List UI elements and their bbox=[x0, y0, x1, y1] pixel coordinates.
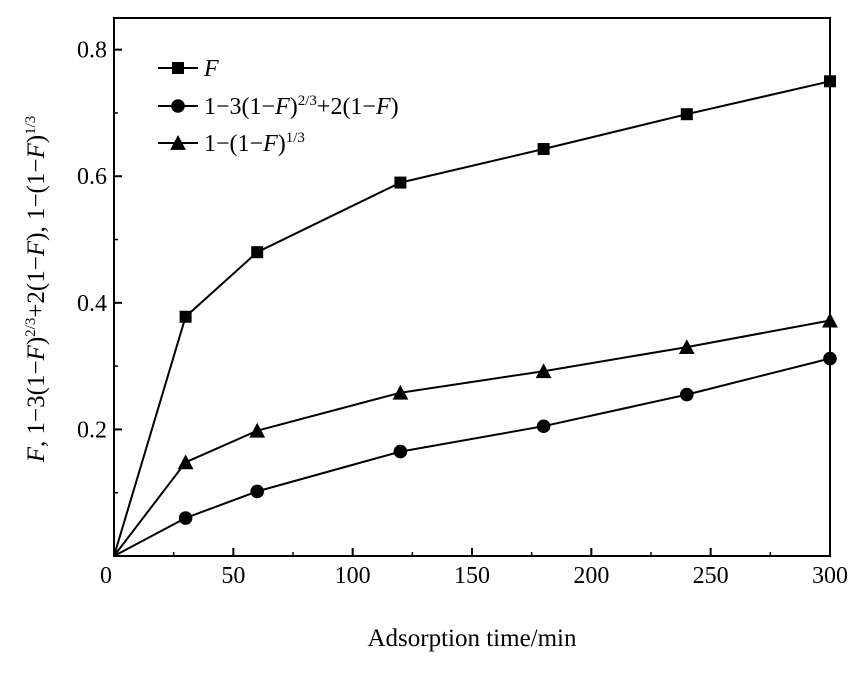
data-point-circle bbox=[680, 387, 694, 402]
legend-label-part: +2(1− bbox=[317, 94, 376, 120]
data-point-triangle bbox=[535, 363, 552, 379]
legend-label-part: ) bbox=[290, 94, 298, 120]
series-layer bbox=[113, 75, 838, 557]
legend-label-part: F bbox=[203, 56, 219, 82]
y-tick-label: 0.6 bbox=[77, 164, 107, 190]
data-point-triangle bbox=[249, 422, 266, 438]
data-point-circle bbox=[178, 511, 193, 525]
y-axis-title: F, 1−3(1−F)2/3+2(1−F), 1−(1−F)1/3 bbox=[23, 116, 50, 464]
data-point-triangle bbox=[392, 384, 409, 400]
x-tick-label: 50 bbox=[221, 563, 245, 589]
y-axis-title-part: +2(1− bbox=[23, 256, 50, 318]
legend-marker-square bbox=[172, 62, 184, 74]
legend: F1−3(1−F)2/3+2(1−F)1−(1−F)1/3 bbox=[158, 56, 399, 157]
y-axis-title-part: F bbox=[23, 240, 50, 257]
series-line-ginstling bbox=[113, 357, 831, 557]
x-tick-label: 0 bbox=[100, 563, 112, 589]
legend-label: F bbox=[203, 56, 219, 82]
y-tick-label: 0.2 bbox=[77, 417, 107, 443]
legend-label-part: 1−(1− bbox=[204, 131, 263, 157]
y-tick-label: 0.4 bbox=[77, 291, 107, 317]
data-point-square bbox=[179, 310, 192, 323]
y-axis-title-part: F bbox=[23, 344, 50, 361]
y-axis-title-part: F bbox=[23, 446, 50, 463]
legend-item-F: F bbox=[158, 56, 219, 82]
x-tick-label: 300 bbox=[812, 563, 848, 589]
data-point-triangle bbox=[678, 339, 695, 355]
y-axis-title-part: 1/3 bbox=[23, 116, 39, 135]
data-point-triangle bbox=[177, 454, 194, 470]
axes: 0 50 100 150 200 250 300 0.2 0.4 0.6 0.8 Adsorption… bbox=[23, 17, 848, 652]
legend-label-part: 1−3(1− bbox=[204, 94, 275, 120]
series-F bbox=[113, 75, 836, 557]
y-axis-title-part: F bbox=[23, 143, 50, 160]
data-point-triangle bbox=[822, 312, 838, 328]
data-point-circle bbox=[536, 419, 551, 434]
y-tick-label: 0.8 bbox=[77, 38, 107, 64]
x-tick-label: 150 bbox=[454, 563, 490, 589]
legend-label: 1−3(1−F)2/3+2(1−F) bbox=[204, 93, 399, 120]
legend-item-ginstling: 1−3(1−F)2/3+2(1−F) bbox=[158, 93, 399, 120]
series-ginstling bbox=[113, 351, 837, 557]
x-axis-title: Adsorption time/min bbox=[367, 625, 577, 652]
data-point-circle bbox=[250, 484, 264, 499]
data-point-square bbox=[537, 143, 550, 156]
data-point-square bbox=[251, 246, 264, 259]
y-axis-title-part: ), 1−(1− bbox=[23, 159, 50, 241]
y-axis-title-part: ) bbox=[23, 135, 50, 143]
legend-marker-circle bbox=[171, 99, 185, 113]
legend-label: 1−(1−F)1/3 bbox=[204, 130, 305, 157]
data-point-square bbox=[680, 108, 693, 121]
legend-marker-triangle bbox=[170, 135, 186, 150]
data-point-circle bbox=[393, 444, 408, 459]
series-shrinking-core bbox=[113, 312, 838, 557]
legend-label-part: 2/3 bbox=[298, 93, 317, 109]
data-point-circle bbox=[823, 351, 837, 366]
y-axis-title-part: 2/3 bbox=[23, 318, 39, 337]
y-axis-title-part: , 1−3(1− bbox=[23, 360, 50, 447]
x-tick-label: 200 bbox=[573, 563, 609, 589]
x-tick-label: 250 bbox=[693, 563, 729, 589]
x-tick-label: 100 bbox=[335, 563, 371, 589]
legend-label-part: F bbox=[262, 131, 278, 157]
legend-label-part: ) bbox=[391, 94, 399, 120]
y-axis-title-part: ) bbox=[23, 337, 50, 345]
legend-item-shrinking-core: 1−(1−F)1/3 bbox=[158, 130, 305, 157]
legend-label-part: 1/3 bbox=[286, 130, 305, 146]
legend-label-part: F bbox=[274, 94, 290, 120]
data-point-square bbox=[394, 176, 407, 189]
legend-label-part: ) bbox=[278, 131, 286, 157]
legend-label-part: F bbox=[375, 94, 391, 120]
data-point-square bbox=[824, 75, 836, 88]
